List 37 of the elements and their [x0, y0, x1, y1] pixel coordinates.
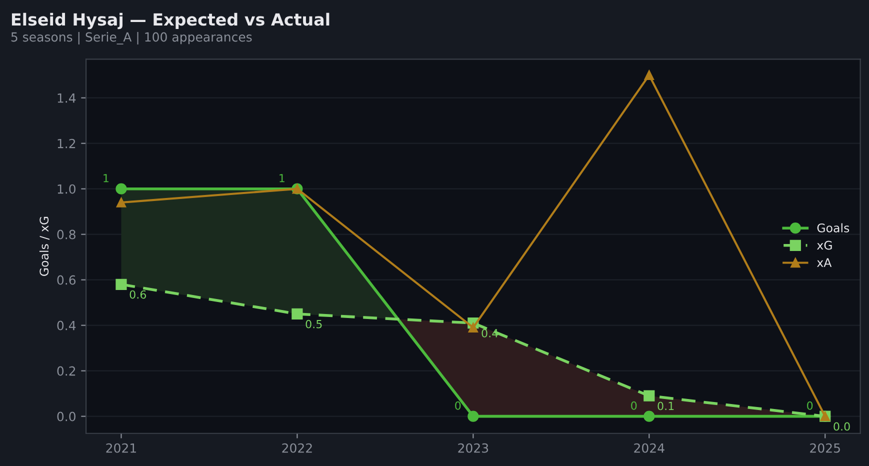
legend-label: xG: [816, 240, 832, 250]
x-tick-label: 2022: [282, 443, 312, 453]
y-tick-label: 0.2: [57, 366, 76, 376]
y-tick-label: 1.2: [58, 138, 76, 148]
point: [644, 70, 654, 80]
data-label: 0.1: [658, 402, 674, 410]
point: [468, 322, 478, 332]
point: [116, 278, 127, 290]
point: [644, 410, 655, 422]
point: [116, 183, 127, 194]
point: [292, 308, 303, 320]
data-label: 1: [104, 174, 108, 182]
y-tick-label: 0.8: [57, 230, 76, 240]
x-tick-label: 2024: [634, 443, 664, 453]
y-tick-label: 0.6: [57, 275, 76, 285]
data-label: 0.5: [306, 320, 322, 328]
x-tick-label: 2023: [458, 443, 488, 453]
data-label: 0: [455, 401, 461, 410]
data-label: 0: [631, 401, 637, 410]
point: [468, 410, 479, 422]
y-axis-title: Goals / xG: [39, 216, 50, 276]
legend-label: Goals: [817, 223, 850, 232]
chart-subtitle: 5 seasons | Serie_A | 100 appearances: [11, 32, 252, 44]
data-label: 1: [280, 174, 284, 182]
x-tick-label: 2025: [810, 443, 840, 453]
y-tick-label: 0.4: [57, 320, 76, 330]
data-label: 0.6: [130, 290, 146, 299]
point: [116, 198, 126, 208]
legend-label: xA: [816, 258, 832, 267]
y-tick-label: 1.4: [58, 93, 76, 103]
data-label: 0.0: [834, 422, 850, 431]
x-tick-label: 2021: [106, 443, 136, 453]
y-tick-label: 1.0: [58, 184, 76, 194]
point: [644, 390, 655, 402]
chart-title: Elseid Hysaj — Expected vs Actual: [12, 12, 330, 30]
data-label: 0: [807, 401, 813, 410]
y-tick-label: 0.0: [57, 412, 76, 422]
